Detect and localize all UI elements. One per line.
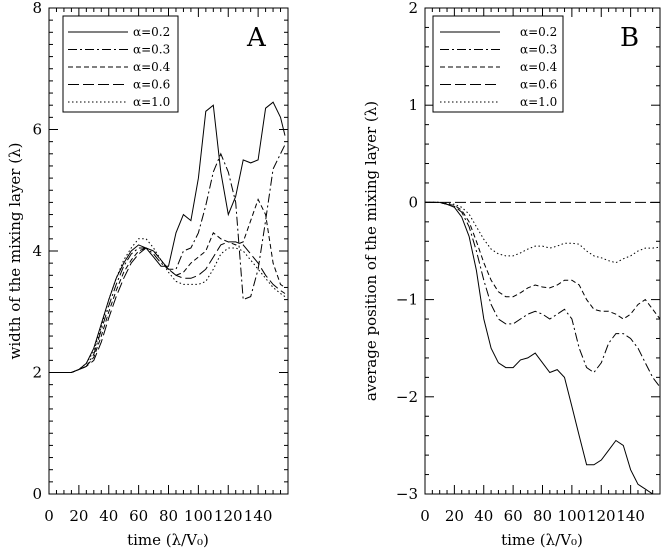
legend-label-3: α=0.4 xyxy=(133,60,171,74)
legend-label-4: α=0.6 xyxy=(520,78,557,92)
series-line-2 xyxy=(425,201,661,388)
x-tick-label: 0 xyxy=(44,507,54,525)
panel-b-y-tick-labels: −3 −2 −1 0 1 2 xyxy=(396,0,418,503)
panel-b-x-axis-title: time (λ/V₀) xyxy=(501,531,583,549)
y-tick-label: −3 xyxy=(396,485,418,503)
panel-b-legend: α=0.2 α=0.3 α=0.4 α=0.6 α=1.0 xyxy=(432,15,564,113)
panel-b-series xyxy=(425,201,661,495)
x-tick-label: 140 xyxy=(616,507,645,525)
y-tick-label: 2 xyxy=(408,0,418,17)
legend-label-3: α=0.4 xyxy=(520,60,558,74)
panel-b: 0 20 40 60 80 100 120 140 −3 −2 −1 0 1 2 time (λ/V₀)… xyxy=(362,0,661,549)
panel-b-y-axis-title: average position of the mixing layer (λ) xyxy=(362,101,380,401)
legend-label-1: α=0.2 xyxy=(133,25,170,39)
y-tick-label: 0 xyxy=(32,485,42,503)
legend-label-5: α=1.0 xyxy=(520,95,557,109)
x-tick-label: 60 xyxy=(504,507,523,525)
panel-a: 0 20 40 60 80 100 120 140 0 2 4 6 8 time (λ/V₀) wid… xyxy=(6,0,289,549)
x-tick-label: 40 xyxy=(99,507,118,525)
panel-a-letter: A xyxy=(246,23,267,53)
y-tick-label: 1 xyxy=(408,96,418,114)
panel-a-y-axis-title: width of the mixing layer (λ) xyxy=(6,143,24,360)
legend-label-2: α=0.3 xyxy=(520,43,557,57)
panel-a-legend: α=0.2 α=0.3 α=0.4 α=0.6 α=1.0 xyxy=(62,15,179,113)
series-line-3 xyxy=(49,198,286,373)
x-tick-label: 0 xyxy=(420,507,430,525)
x-tick-label: 60 xyxy=(129,507,148,525)
y-tick-label: 0 xyxy=(408,193,418,211)
y-tick-label: 6 xyxy=(32,121,42,139)
series-line-2 xyxy=(49,144,286,373)
panel-b-letter: B xyxy=(620,23,639,53)
legend-label-5: α=1.0 xyxy=(133,95,170,109)
legend-label-4: α=0.6 xyxy=(133,78,170,92)
x-tick-label: 120 xyxy=(214,507,243,525)
series-line-5 xyxy=(49,238,286,373)
x-tick-label: 80 xyxy=(159,507,178,525)
legend-label-1: α=0.2 xyxy=(520,25,557,39)
series-line-4 xyxy=(49,241,286,373)
y-tick-label: −2 xyxy=(396,388,418,406)
x-tick-label: 140 xyxy=(244,507,273,525)
y-tick-label: −1 xyxy=(396,291,418,309)
x-tick-label: 120 xyxy=(587,507,616,525)
panel-b-x-tick-labels: 0 20 40 60 80 100 120 140 xyxy=(420,507,645,525)
x-tick-label: 80 xyxy=(533,507,552,525)
x-tick-label: 100 xyxy=(558,507,587,525)
y-tick-label: 4 xyxy=(32,242,42,260)
x-tick-label: 20 xyxy=(445,507,464,525)
series-line-1 xyxy=(425,201,660,495)
legend-label-2: α=0.3 xyxy=(133,43,170,57)
panel-b-legend-items: α=0.2 α=0.3 α=0.4 α=0.6 α=1.0 xyxy=(440,25,558,109)
x-tick-label: 40 xyxy=(474,507,493,525)
panel-a-x-axis-title: time (λ/V₀) xyxy=(127,531,209,549)
panel-b-ticks xyxy=(424,7,661,495)
x-tick-label: 20 xyxy=(69,507,88,525)
panel-a-legend-items: α=0.2 α=0.3 α=0.4 α=0.6 α=1.0 xyxy=(68,25,171,109)
series-line-3 xyxy=(425,201,661,320)
panel-a-series xyxy=(49,101,286,373)
y-tick-label: 2 xyxy=(32,364,42,382)
panel-a-x-tick-labels: 0 20 40 60 80 100 120 140 xyxy=(44,507,272,525)
x-tick-label: 100 xyxy=(184,507,213,525)
y-tick-label: 8 xyxy=(32,0,42,17)
series-line-1 xyxy=(49,101,286,373)
panel-a-y-tick-labels: 0 2 4 6 8 xyxy=(32,0,42,503)
